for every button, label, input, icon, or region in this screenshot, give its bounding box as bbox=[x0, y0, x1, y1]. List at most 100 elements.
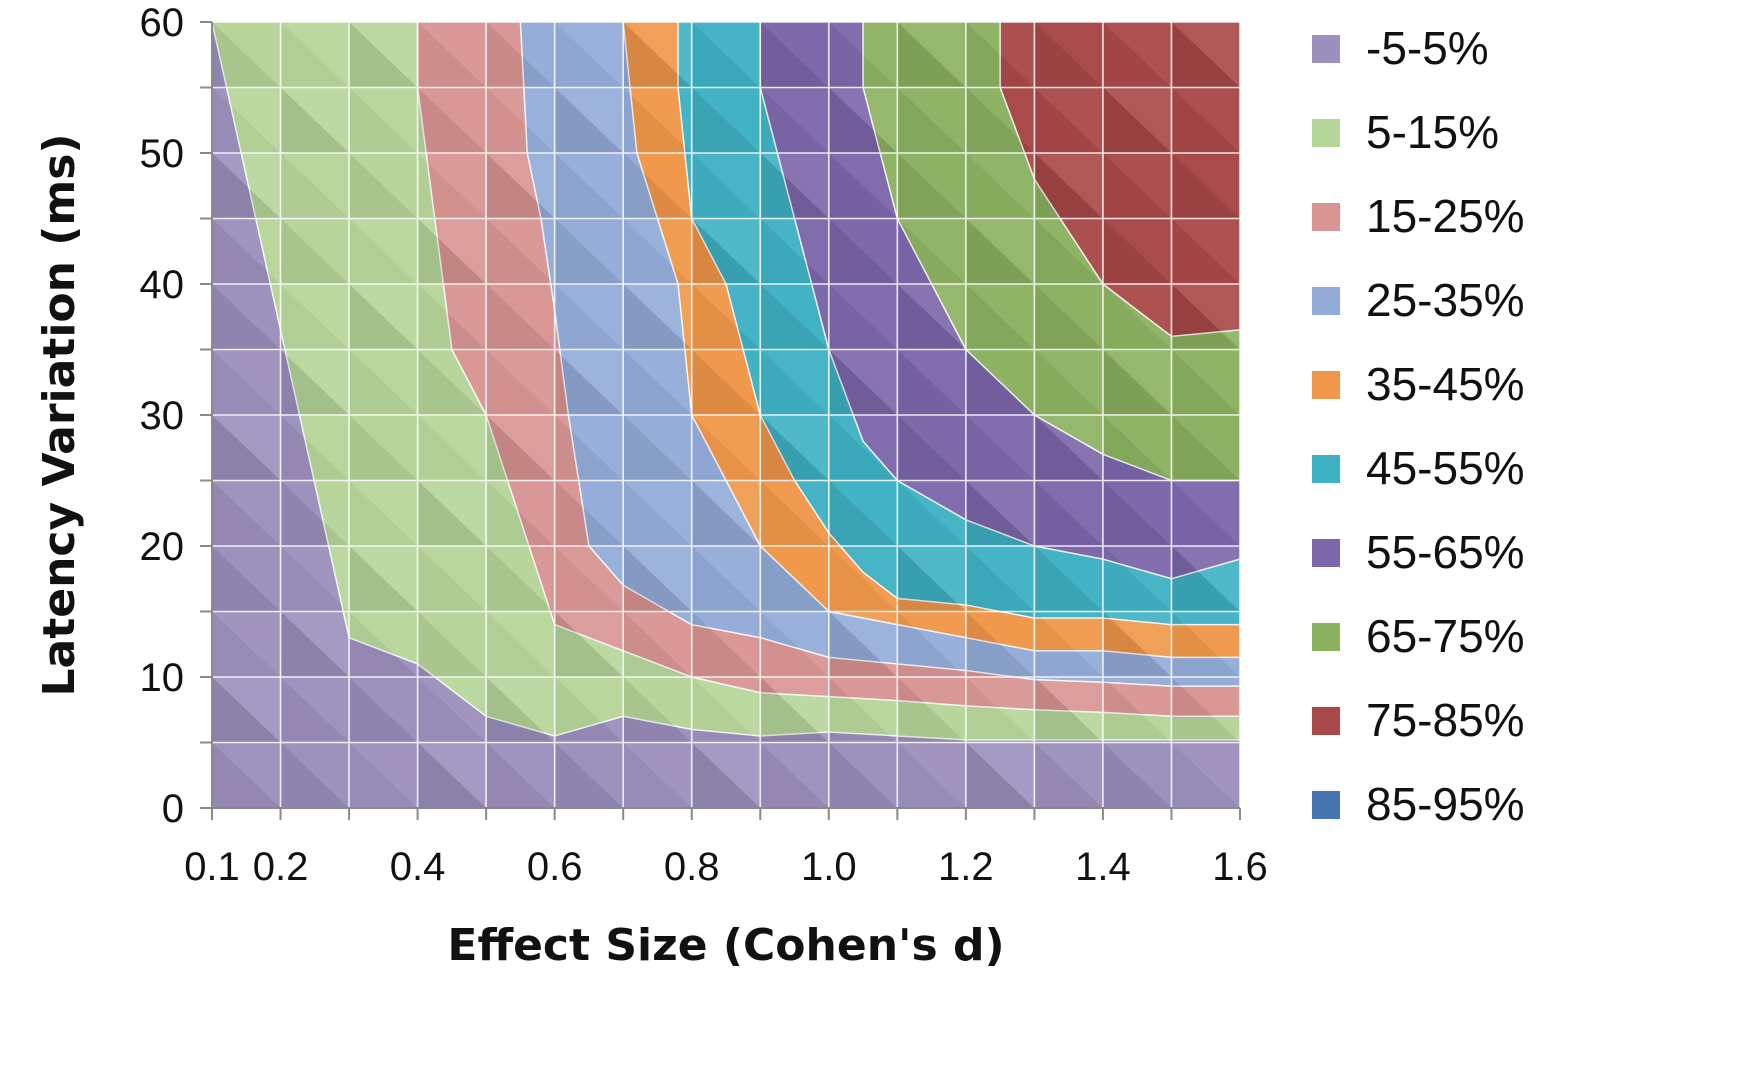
contour-band-75-85% bbox=[1000, 22, 1240, 337]
shade-facet bbox=[1171, 284, 1240, 350]
shade-facet bbox=[623, 87, 692, 153]
shade-facet bbox=[828, 349, 898, 415]
shade-facet bbox=[1102, 218, 1172, 284]
shade-facet bbox=[1171, 153, 1240, 219]
plot-area bbox=[212, 22, 1240, 808]
shade-facet bbox=[212, 677, 281, 743]
shade-facet bbox=[965, 742, 1035, 808]
shade-facet bbox=[486, 742, 555, 808]
x-axis-ticks: 0.1 0.2 0.4 0.6 0.8 1.0 1.2 1.4 1.6 bbox=[184, 845, 1268, 889]
shade-facet bbox=[828, 153, 898, 219]
shade-facet bbox=[691, 87, 761, 153]
shade-facet bbox=[897, 415, 966, 481]
shade-facet bbox=[349, 22, 418, 88]
shade-facet bbox=[554, 218, 624, 284]
y-tick-label: 30 bbox=[140, 394, 185, 438]
shade-facet bbox=[1171, 742, 1240, 808]
shade-facet bbox=[691, 677, 761, 743]
shade-facet bbox=[623, 349, 692, 415]
shade-facet bbox=[212, 677, 281, 743]
shade-facet bbox=[349, 415, 418, 481]
shade-facet bbox=[554, 546, 624, 612]
shade-facet bbox=[897, 742, 966, 808]
shade-facet bbox=[280, 611, 350, 677]
legend-label: 75-85% bbox=[1366, 694, 1525, 746]
shade-facet bbox=[1171, 415, 1240, 481]
shade-facet bbox=[1171, 611, 1240, 677]
shade-facet bbox=[1034, 153, 1103, 219]
shade-facet bbox=[965, 22, 1035, 88]
shade-facet bbox=[417, 284, 487, 350]
x-tick-label: 0.1 bbox=[184, 845, 240, 889]
y-axis-title: Latency Variation (ms) bbox=[34, 133, 85, 696]
shade-facet bbox=[280, 349, 350, 415]
legend-label: 25-35% bbox=[1366, 274, 1525, 326]
shade-facet bbox=[897, 22, 966, 88]
y-tick-label: 50 bbox=[140, 132, 185, 176]
shade-facet bbox=[897, 611, 966, 677]
legend-label: 65-75% bbox=[1366, 610, 1525, 662]
shade-facet bbox=[280, 677, 350, 743]
shade-facet bbox=[691, 349, 761, 415]
shade-facet bbox=[828, 611, 898, 677]
shade-facet bbox=[623, 415, 692, 481]
shade-facet bbox=[760, 677, 829, 743]
shade-facet bbox=[1171, 87, 1240, 153]
legend-swatch bbox=[1312, 455, 1340, 483]
shade-facet bbox=[965, 415, 1035, 481]
shade-facet bbox=[760, 480, 829, 546]
shade-facet bbox=[280, 284, 350, 350]
legend-swatch bbox=[1312, 707, 1340, 735]
shade-facet bbox=[554, 153, 624, 219]
shade-facet bbox=[280, 611, 350, 677]
shade-facet bbox=[1171, 284, 1240, 350]
shade-facet bbox=[417, 415, 487, 481]
shade-facet bbox=[897, 87, 966, 153]
shade-facet bbox=[691, 284, 761, 350]
shade-facet bbox=[623, 742, 692, 808]
shade-facet bbox=[1102, 742, 1172, 808]
shade-facet bbox=[212, 742, 281, 808]
shade-facet bbox=[212, 153, 281, 219]
shade-facet bbox=[760, 218, 829, 284]
x-tick-label: 1.6 bbox=[1212, 845, 1268, 889]
shade-facet bbox=[897, 349, 966, 415]
shade-facet bbox=[1171, 22, 1240, 88]
shade-facet bbox=[1034, 415, 1103, 481]
shade-facet bbox=[1034, 677, 1103, 743]
x-tick-label: 0.6 bbox=[527, 845, 583, 889]
shade-facet bbox=[965, 546, 1035, 612]
legend-swatch bbox=[1312, 287, 1340, 315]
legend-swatch bbox=[1312, 35, 1340, 63]
shade-facet bbox=[965, 218, 1035, 284]
shade-facet bbox=[897, 284, 966, 350]
shade-facet bbox=[897, 611, 966, 677]
shade-facet bbox=[897, 546, 966, 612]
shade-facet bbox=[1034, 546, 1103, 612]
shade-facet bbox=[417, 22, 487, 88]
shade-facet bbox=[486, 546, 555, 612]
shade-facet bbox=[828, 415, 898, 481]
shade-facet bbox=[417, 87, 487, 153]
shade-facet bbox=[623, 611, 692, 677]
shade-facet bbox=[486, 284, 555, 350]
shade-facet bbox=[1102, 87, 1172, 153]
shade-facet bbox=[554, 349, 624, 415]
shade-facet bbox=[1034, 218, 1103, 284]
shade-facet bbox=[1171, 677, 1240, 743]
shade-facet bbox=[280, 153, 350, 219]
shade-facet bbox=[1102, 349, 1172, 415]
shade-facet bbox=[623, 218, 692, 284]
shade-facet bbox=[691, 153, 761, 219]
shade-facet bbox=[760, 611, 829, 677]
shade-facet bbox=[1171, 349, 1240, 415]
shade-facet bbox=[965, 611, 1035, 677]
shade-facet bbox=[965, 480, 1035, 546]
shade-facet bbox=[486, 677, 555, 743]
x-axis-title: Effect Size (Cohen's d) bbox=[447, 920, 1004, 971]
shade-facet bbox=[1171, 349, 1240, 415]
shade-facet bbox=[1102, 153, 1172, 219]
shade-facet bbox=[897, 87, 966, 153]
shade-facet bbox=[760, 349, 829, 415]
